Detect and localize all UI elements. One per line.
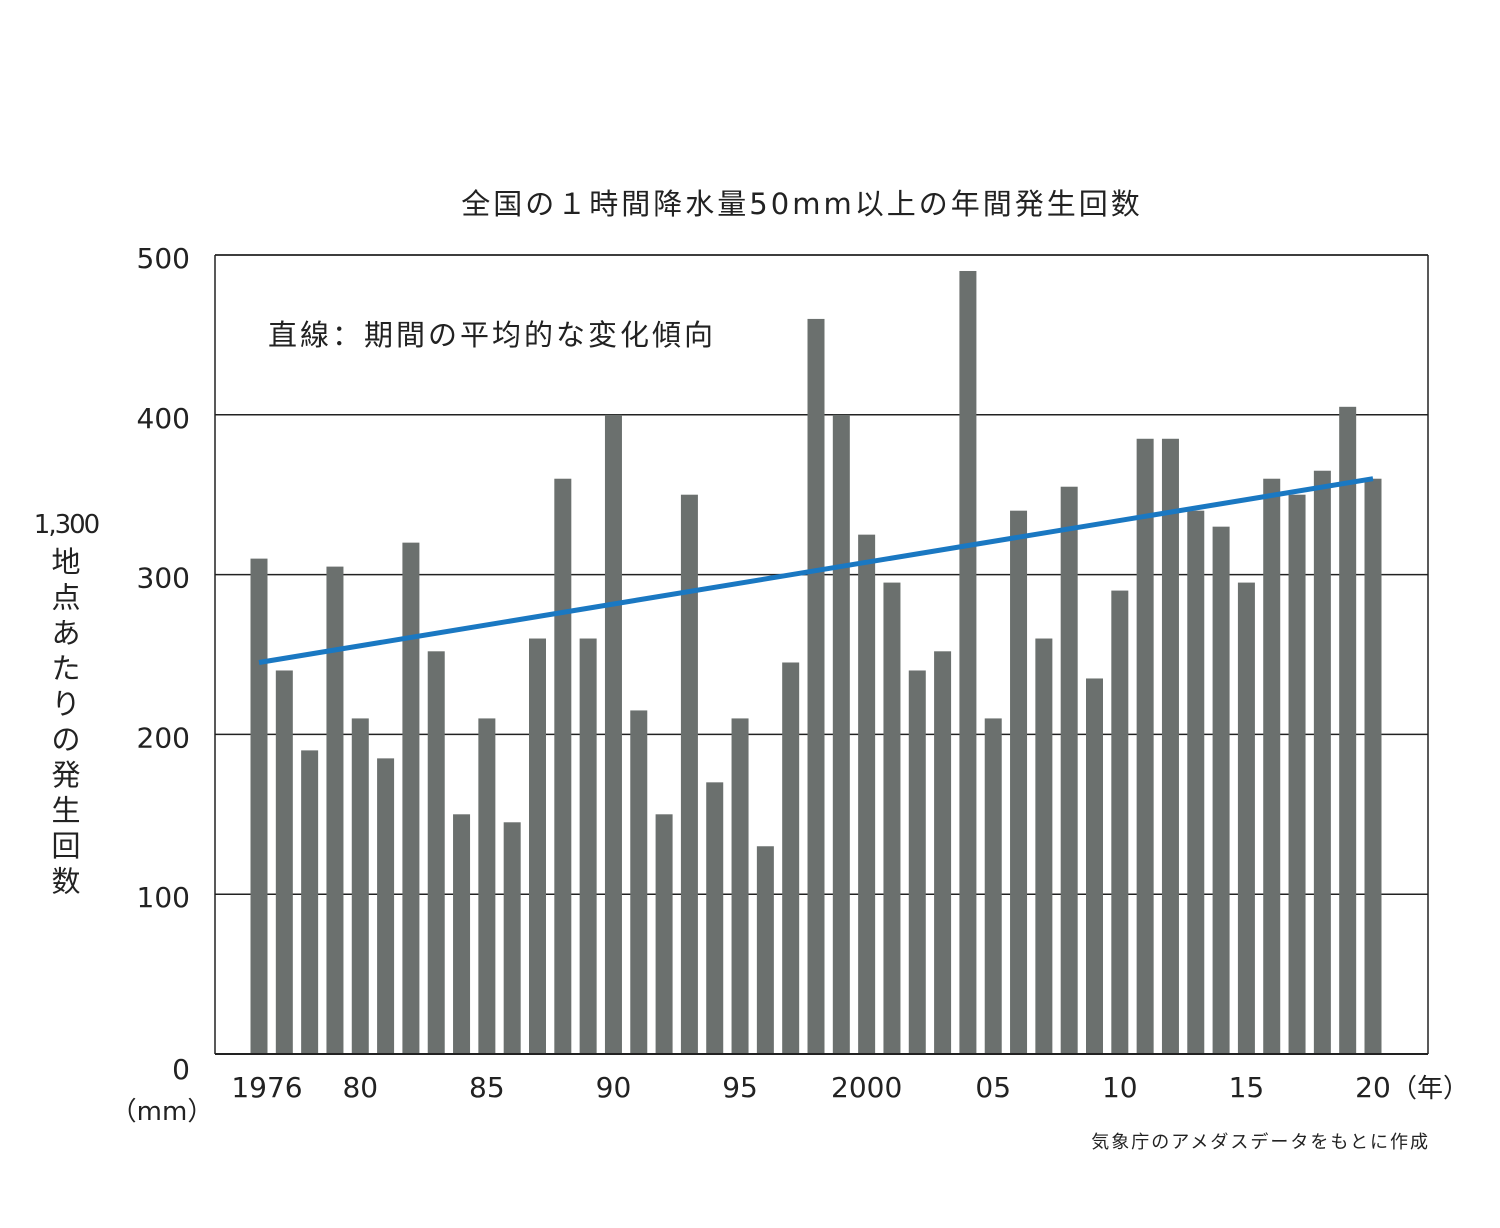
y-axis-label-char: り (51, 687, 80, 721)
bar-2015 (1237, 582, 1255, 1054)
x-tick-label: 90 (596, 1071, 632, 1104)
bar-1995 (731, 718, 749, 1054)
bar-2000 (858, 534, 876, 1054)
bar-2007 (1035, 638, 1053, 1054)
bar-1984 (453, 814, 471, 1054)
bar-2008 (1060, 486, 1078, 1055)
y-axis-unit: （mm） (111, 1097, 214, 1127)
bar-1998 (807, 318, 825, 1054)
bar-2006 (1010, 510, 1028, 1054)
bar-1996 (756, 846, 774, 1054)
y-tick-label: 500 (137, 242, 190, 275)
y-axis-label-char: 点 (51, 581, 80, 615)
x-tick-label: 1976 (231, 1071, 302, 1104)
bar-2014 (1212, 526, 1230, 1054)
y-axis-label-char: 地 (51, 545, 80, 579)
x-tick-label: 80 (342, 1071, 378, 1104)
bar-1981 (377, 758, 395, 1054)
bar-2011 (1136, 438, 1154, 1054)
y-tick-label: 300 (137, 562, 190, 595)
y-axis-label-number: 1,300 (34, 510, 99, 540)
x-tick-label: 95 (722, 1071, 758, 1104)
x-axis-unit: （年） (1391, 1074, 1469, 1104)
bar-1997 (782, 662, 800, 1054)
bar-2013 (1187, 510, 1205, 1054)
bar-2004 (959, 270, 977, 1055)
y-axis-label-char: 数 (51, 865, 80, 899)
trend-annotation: 直線：期間の平均的な変化傾向 (268, 318, 716, 352)
bar-1982 (402, 542, 420, 1054)
bar-1983 (427, 651, 445, 1054)
y-tick-label: 100 (137, 881, 190, 914)
bar-1993 (680, 494, 698, 1054)
y-tick-label: 0 (172, 1053, 190, 1086)
bar-2019 (1339, 406, 1357, 1054)
bar-1979 (326, 566, 344, 1054)
y-axis-label-char: 発 (51, 758, 80, 792)
trend-line (258, 476, 1374, 665)
bar-1978 (301, 750, 319, 1054)
bar-1980 (351, 718, 369, 1054)
chart-title: 全国の１時間降水量50mm以上の年間発生回数 (461, 187, 1142, 221)
bar-1999 (832, 414, 850, 1054)
bar-2020 (1364, 478, 1382, 1055)
bar-1986 (503, 822, 521, 1054)
bar-2003 (934, 651, 952, 1054)
x-tick-label: 2000 (831, 1071, 902, 1104)
bar-2012 (1161, 438, 1179, 1054)
x-tick-label: 15 (1229, 1071, 1265, 1104)
bar-2005 (984, 718, 1002, 1054)
x-tick-label: 05 (975, 1071, 1011, 1104)
y-tick-label: 200 (137, 721, 190, 754)
bar-1985 (478, 718, 496, 1054)
bar-2002 (908, 670, 926, 1054)
y-axis-label-char: あ (51, 616, 80, 650)
bar-1992 (655, 814, 673, 1054)
y-axis-label-char: た (51, 652, 80, 686)
bar-1988 (554, 478, 572, 1055)
bar-2016 (1263, 478, 1281, 1055)
y-tick-label: 400 (137, 402, 190, 435)
y-axis-label-char: の (51, 723, 80, 757)
bar-1987 (529, 638, 546, 1054)
bar-2001 (883, 582, 901, 1054)
x-tick-label: 85 (469, 1071, 505, 1104)
y-axis-label-char: 回 (51, 829, 80, 863)
source-note: 気象庁のアメダスデータをもとに作成 (1091, 1132, 1430, 1153)
bar-2017 (1288, 494, 1306, 1054)
x-tick-label: 20 (1355, 1071, 1391, 1104)
y-axis-label-char: 生 (51, 794, 80, 828)
bar-2018 (1313, 470, 1331, 1055)
bar-1989 (579, 638, 597, 1054)
bar-2009 (1086, 678, 1103, 1054)
x-tick-label: 10 (1102, 1071, 1138, 1104)
bar-1990 (604, 414, 622, 1054)
bar-2010 (1111, 590, 1129, 1054)
bar-1994 (706, 782, 724, 1054)
bar-1977 (275, 670, 293, 1054)
bar-1976 (250, 558, 268, 1054)
bar-1991 (630, 710, 648, 1054)
